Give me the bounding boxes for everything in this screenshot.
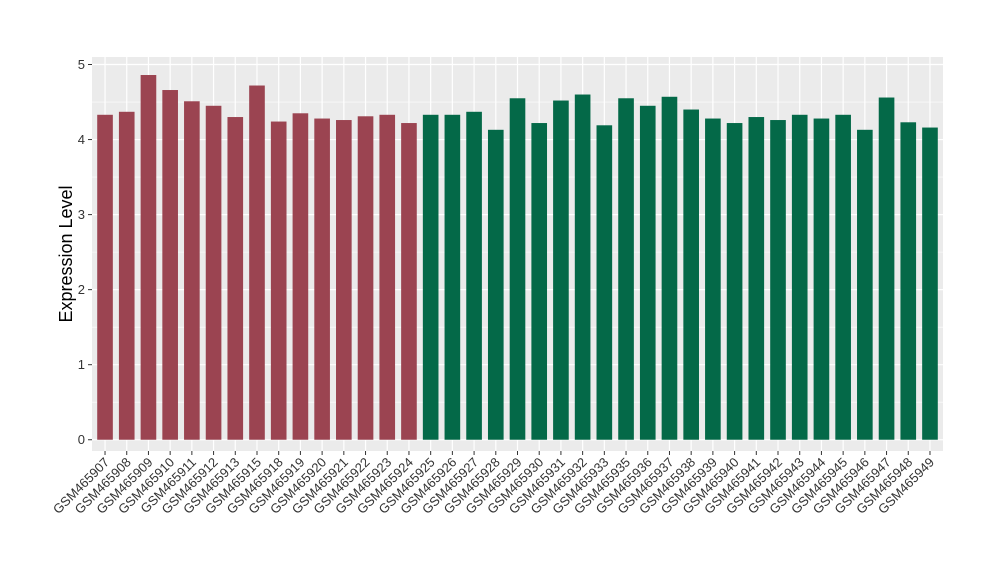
bar-GSM465947 [878,97,895,440]
bar-GSM465933 [596,125,613,440]
bar-GSM465919 [292,113,309,440]
y-tick-label: 3 [78,207,85,222]
bar-GSM465922 [357,116,374,440]
bar-GSM465943 [791,114,808,440]
bar-GSM465941 [748,117,765,440]
bar-GSM465944 [813,118,830,440]
bar-GSM465909 [140,75,157,440]
bar-GSM465936 [639,105,656,440]
bar-GSM465910 [162,90,178,440]
bar-GSM465932 [574,94,591,440]
bar-GSM465912 [205,105,222,440]
bar-GSM465938 [683,109,699,440]
bar-GSM465924 [401,123,417,440]
y-axis: 0 1 2 3 4 5 [78,57,92,447]
y-tick-label: 1 [78,357,85,372]
bar-GSM465907 [97,114,113,440]
bar-GSM465942 [770,120,786,440]
bar-GSM465918 [270,121,287,440]
bar-GSM465928 [487,129,504,440]
y-tick-label: 2 [78,282,85,297]
bar-GSM465945 [835,114,851,440]
bar-GSM465946 [857,129,873,440]
bars [97,75,938,440]
bar-GSM465926 [444,114,461,440]
y-axis-title: Expression Level [56,185,76,322]
bar-GSM465921 [336,120,352,440]
y-tick-label: 4 [78,132,85,147]
bar-GSM465949 [922,127,938,440]
bar-GSM465925 [422,114,439,440]
bar-GSM465937 [661,96,678,440]
bar-GSM465911 [184,101,200,440]
bar-GSM465948 [900,122,917,440]
y-tick-label: 5 [78,57,85,72]
bar-GSM465931 [553,100,569,440]
bar-GSM465939 [705,118,721,440]
bar-GSM465935 [618,98,634,440]
bar-GSM465923 [379,114,396,440]
bar-GSM465913 [227,117,244,440]
y-tick-label: 0 [78,432,85,447]
x-axis: GSM465907GSM465908GSM465909GSM465910GSM4… [50,451,937,517]
bar-GSM465908 [118,111,135,440]
bar-GSM465930 [531,123,548,440]
bar-GSM465920 [314,118,330,440]
bar-GSM465915 [249,85,265,440]
bar-GSM465927 [466,111,482,440]
bar-GSM465940 [726,123,743,440]
bar-GSM465929 [509,98,526,440]
